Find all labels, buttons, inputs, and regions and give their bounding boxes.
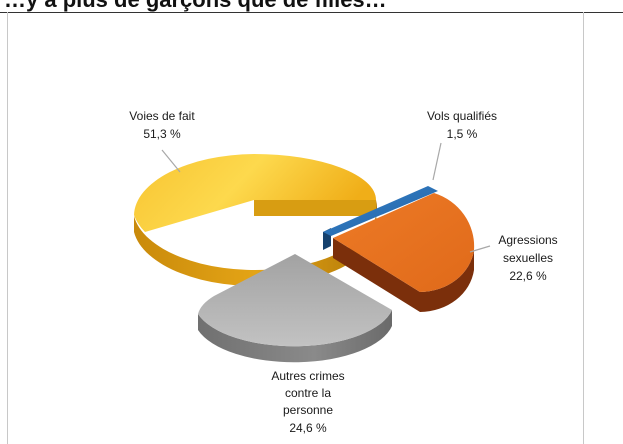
page-header-label: …y a plus de garçons que de filles… bbox=[4, 0, 387, 12]
slice-agressions-sexuelles bbox=[333, 193, 475, 312]
slice-voies-de-fait-side bbox=[134, 200, 378, 287]
slice-voies-de-fait-top bbox=[134, 154, 376, 232]
slice-vols-qualifies-top bbox=[323, 186, 438, 236]
label-vols-qualifies: Vols qualifiés 1,5 % bbox=[427, 109, 497, 141]
label-agressions-value: 22,6 % bbox=[509, 269, 547, 283]
label-autres-line-2: contre la bbox=[285, 386, 331, 400]
label-autres-value: 24,6 % bbox=[289, 421, 327, 435]
leader-agressions-sexuelles bbox=[469, 245, 491, 253]
slice-autres-crimes bbox=[198, 254, 392, 363]
label-voies-de-fait: Voies de fait 51,3 % bbox=[129, 109, 195, 141]
header-rule bbox=[0, 12, 623, 13]
slice-voies-de-fait bbox=[134, 154, 378, 287]
chart-frame bbox=[7, 12, 584, 444]
label-autres-line-1: Autres crimes bbox=[271, 369, 344, 383]
slice-agressions-sexuelles-side bbox=[333, 238, 474, 312]
label-autres-line-3: personne bbox=[283, 403, 333, 417]
slice-autres-crimes-side bbox=[198, 310, 392, 363]
label-autres-crimes: Autres crimes contre la personne 24,6 % bbox=[271, 369, 344, 435]
label-agressions-line-2: sexuelles bbox=[503, 251, 553, 265]
page-header-text: …y a plus de garçons que de filles… bbox=[0, 0, 623, 12]
leader-voies-de-fait bbox=[161, 149, 181, 173]
label-voies-de-fait-value: 51,3 % bbox=[143, 127, 181, 141]
label-agressions-line-1: Agressions bbox=[498, 233, 557, 247]
label-voies-de-fait-name: Voies de fait bbox=[129, 109, 195, 123]
slice-voies-de-fait-face bbox=[254, 200, 376, 216]
label-vols-qualifies-value: 1,5 % bbox=[447, 127, 478, 141]
label-vols-qualifies-name: Vols qualifiés bbox=[427, 109, 497, 123]
leader-vols-qualifies bbox=[432, 142, 442, 181]
slice-agressions-sexuelles-top bbox=[333, 193, 475, 292]
slice-vols-qualifies bbox=[323, 186, 438, 250]
label-agressions-sexuelles: Agressions sexuelles 22,6 % bbox=[498, 233, 557, 283]
slice-autres-crimes-top bbox=[198, 254, 392, 347]
